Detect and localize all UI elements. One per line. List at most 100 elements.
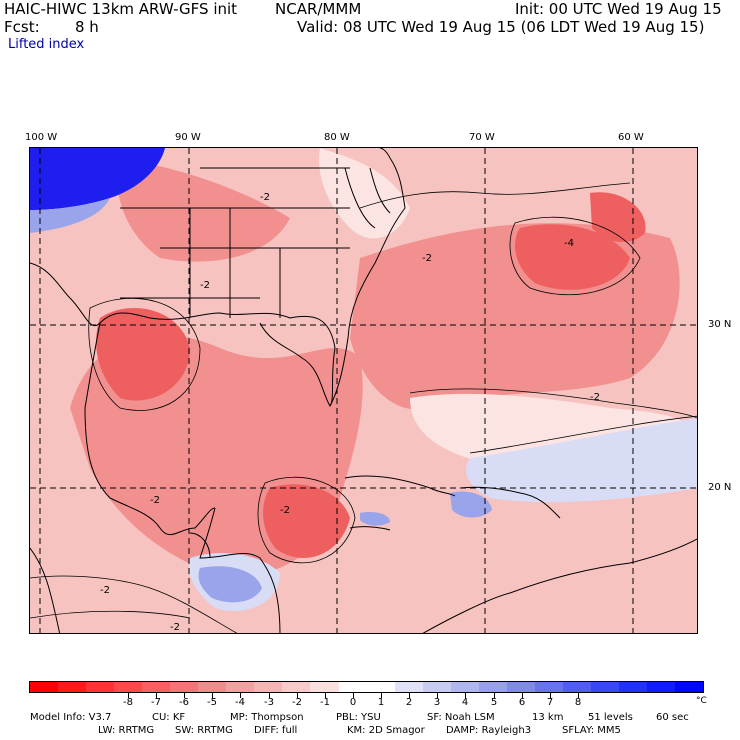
model-title: HAIC-HIWC 13km ARW-GFS init bbox=[4, 0, 238, 18]
contour-label: -2 bbox=[280, 505, 290, 516]
colorbar-unit: °C bbox=[696, 696, 707, 706]
diffusion-option: DIFF: full bbox=[254, 725, 298, 736]
strong-instability-core bbox=[263, 484, 350, 558]
valid-time: Valid: 08 UTC Wed 19 Aug 15 (06 LDT Wed … bbox=[297, 18, 705, 36]
colorbar-tick bbox=[297, 693, 298, 698]
contour-label: -2 bbox=[100, 585, 110, 596]
colorbar-swatch bbox=[30, 682, 59, 692]
model-info: Model Info: V3.7 bbox=[30, 712, 112, 723]
colorbar-tick-label: 7 bbox=[546, 697, 554, 708]
colorbar-swatch bbox=[647, 682, 676, 692]
microphysics-scheme: MP: Thompson bbox=[230, 712, 304, 723]
colorbar-tick-label: 6 bbox=[518, 697, 526, 708]
vertical-levels: 51 levels bbox=[588, 712, 633, 723]
colorbar-tick bbox=[240, 693, 241, 698]
lon-label: 70 W bbox=[469, 132, 495, 143]
colorbar-tick-label: 5 bbox=[490, 697, 498, 708]
colorbar-tick-label: 3 bbox=[433, 697, 441, 708]
km-option: KM: 2D Smagor bbox=[347, 725, 425, 736]
colorbar-tick bbox=[353, 693, 354, 698]
colorbar-tick-label: -5 bbox=[207, 697, 217, 708]
lon-label: 60 W bbox=[618, 132, 644, 143]
field-name: Lifted index bbox=[8, 37, 85, 52]
colorbar-swatch bbox=[394, 682, 423, 692]
colorbar-swatch bbox=[478, 682, 507, 692]
lifted-index-map: -2 -2 -2 -2 -2 -2 -4 -2 -2 bbox=[29, 147, 698, 634]
colorbar-tick bbox=[578, 693, 579, 698]
forecast-hour: 8 h bbox=[75, 18, 99, 36]
colorbar-tick-label: 1 bbox=[377, 697, 385, 708]
lon-label: 80 W bbox=[324, 132, 350, 143]
cumulus-scheme: CU: KF bbox=[152, 712, 186, 723]
strong-instability-core bbox=[590, 192, 646, 243]
colorbar-swatch bbox=[114, 682, 143, 692]
forecast-label: Fcst: bbox=[4, 18, 40, 36]
strong-instability-core bbox=[96, 308, 190, 401]
colorbar-swatch bbox=[506, 682, 535, 692]
lat-label: 20 N bbox=[708, 482, 732, 493]
colorbar-tick-label: -8 bbox=[123, 697, 133, 708]
longwave-scheme: LW: RRTMG bbox=[98, 725, 155, 736]
colorbar-swatch bbox=[86, 682, 115, 692]
moderate-stable-region bbox=[30, 198, 110, 233]
contour-lines bbox=[30, 182, 697, 633]
init-time: Init: 00 UTC Wed 19 Aug 15 bbox=[515, 0, 722, 18]
contour-label: -2 bbox=[170, 622, 180, 633]
colorbar-tick bbox=[522, 693, 523, 698]
colorbar-tick-label: -1 bbox=[320, 697, 330, 708]
colorbar-swatch bbox=[198, 682, 227, 692]
colorbar-swatch bbox=[590, 682, 619, 692]
shortwave-scheme: SW: RRTMG bbox=[175, 725, 233, 736]
colorbar-tick bbox=[494, 693, 495, 698]
colorbar-swatch bbox=[562, 682, 591, 692]
colorbar-swatch bbox=[338, 682, 367, 692]
contour-label: -2 bbox=[422, 253, 432, 264]
weak-stable-region bbox=[466, 418, 697, 503]
colorbar-tick bbox=[381, 693, 382, 698]
moderate-stable-region bbox=[450, 491, 492, 518]
contour-label: -2 bbox=[260, 192, 270, 203]
colorbar-swatch bbox=[675, 682, 704, 692]
pbl-scheme: PBL: YSU bbox=[336, 712, 381, 723]
colorbar-tick-label: -4 bbox=[235, 697, 245, 708]
colorbar-tick-label: -2 bbox=[292, 697, 302, 708]
colorbar-tick-label: 4 bbox=[461, 697, 469, 708]
strong-stable-region bbox=[30, 148, 165, 210]
moderate-stable-region bbox=[198, 566, 262, 603]
colorbar-swatch bbox=[254, 682, 283, 692]
surface-scheme: SF: Noah LSM bbox=[427, 712, 495, 723]
colorbar-tick-label: 2 bbox=[405, 697, 413, 708]
colorbar-tick-label: 0 bbox=[349, 697, 357, 708]
near-neutral-region bbox=[319, 148, 410, 239]
contour-label: -4 bbox=[564, 238, 574, 249]
colorbar bbox=[29, 681, 704, 693]
colorbar-tick bbox=[325, 693, 326, 698]
colorbar-tick bbox=[409, 693, 410, 698]
colorbar-tick-label: -3 bbox=[264, 697, 274, 708]
damping-option: DAMP: Rayleigh3 bbox=[446, 725, 532, 736]
colorbar-swatch bbox=[422, 682, 451, 692]
lon-label: 100 W bbox=[25, 132, 58, 143]
colorbar-swatch bbox=[310, 682, 339, 692]
colorbar-swatch bbox=[450, 682, 479, 692]
moderate-stable-region bbox=[360, 512, 390, 526]
grid-spacing: 13 km bbox=[532, 712, 564, 723]
contour-label: -2 bbox=[150, 495, 160, 506]
colorbar-tick bbox=[212, 693, 213, 698]
colorbar-swatch bbox=[142, 682, 171, 692]
surface-layer-scheme: SFLAY: MM5 bbox=[562, 725, 621, 736]
colorbar-swatch bbox=[618, 682, 648, 692]
colorbar-swatch bbox=[226, 682, 255, 692]
timestep: 60 sec bbox=[656, 712, 689, 723]
strong-instability-core bbox=[515, 224, 630, 290]
map-canvas: -2 -2 -2 -2 -2 -2 -4 -2 -2 bbox=[30, 148, 697, 633]
colorbar-tick bbox=[269, 693, 270, 698]
colorbar-tick bbox=[184, 693, 185, 698]
colorbar-swatch bbox=[366, 682, 395, 692]
contour-label: -2 bbox=[590, 392, 600, 403]
colorbar-swatch bbox=[170, 682, 199, 692]
colorbar-swatch bbox=[282, 682, 311, 692]
moderate-instability-region bbox=[350, 223, 680, 410]
colorbar-tick bbox=[156, 693, 157, 698]
colorbar-tick bbox=[437, 693, 438, 698]
